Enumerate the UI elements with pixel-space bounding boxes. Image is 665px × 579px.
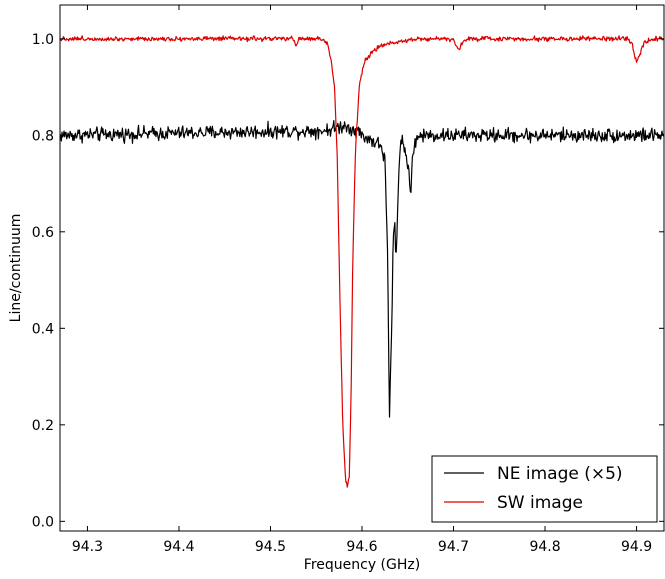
series-line-ne <box>59 119 665 418</box>
y-tick-label: 0.8 <box>32 128 54 144</box>
legend-box <box>431 455 658 523</box>
x-tick-label: 94.3 <box>72 539 103 555</box>
y-tick-label: 0.6 <box>32 225 54 241</box>
x-tick-label: 94.9 <box>621 539 652 555</box>
x-axis-label: Frequency (GHz) <box>304 557 420 573</box>
y-tick-label: 0.2 <box>32 418 54 434</box>
x-tick-label: 94.7 <box>438 539 469 555</box>
y-axis-label: Line/continuum <box>8 214 24 323</box>
y-tick-label: 0.4 <box>32 321 54 337</box>
x-tick-label: 94.8 <box>529 539 560 555</box>
x-axis: 94.3 94.4 94.5 94.6 94.7 94.8 94.9 <box>72 5 652 555</box>
x-tick-label: 94.6 <box>346 539 377 555</box>
x-tick-label: 94.4 <box>163 539 194 555</box>
legend-label-ne: NE image (×5) <box>497 464 623 484</box>
y-tick-label: 0.0 <box>32 514 54 530</box>
plot-frame <box>59 4 665 532</box>
legend: NE image (×5) SW image <box>431 455 658 523</box>
plot-area <box>59 35 665 488</box>
legend-label-sw: SW image <box>497 493 583 513</box>
series-line-sw <box>59 35 665 488</box>
y-tick-label: 1.0 <box>32 32 54 48</box>
y-axis: 0.0 0.2 0.4 0.6 0.8 1.0 <box>32 32 664 530</box>
x-tick-label: 94.5 <box>255 539 286 555</box>
